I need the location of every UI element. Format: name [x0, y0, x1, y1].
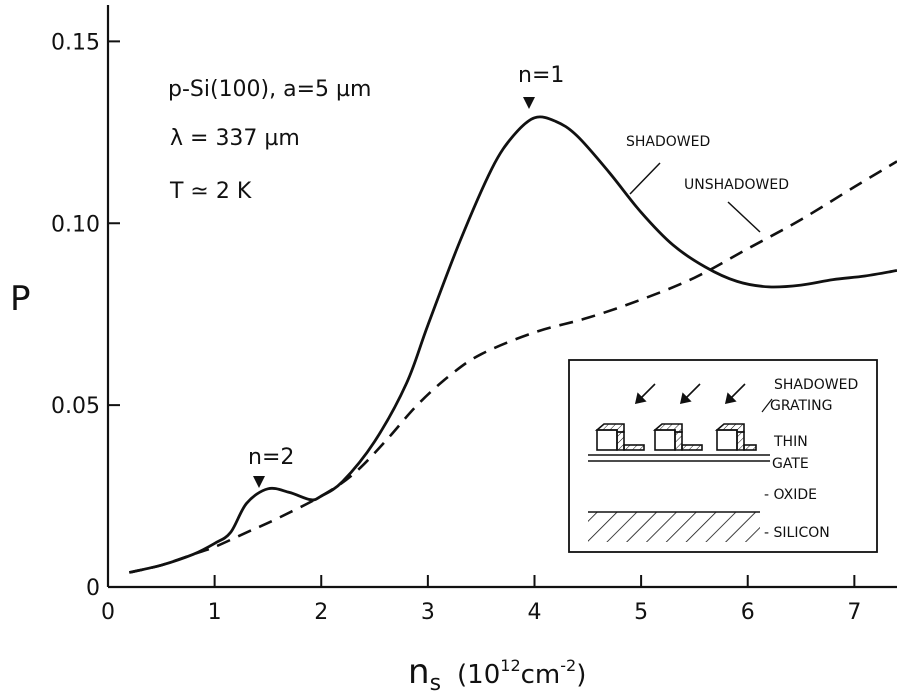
x-tick-label: 4 [527, 600, 541, 625]
series-layer [128, 115, 897, 574]
grating-blocks [594, 423, 757, 451]
y-tick-label: 0.15 [51, 30, 100, 55]
peak-marker-n1 [523, 97, 535, 109]
x-axis-title: ns (1012cm-2) [408, 652, 586, 693]
x-tick-label: 0 [101, 600, 115, 625]
x-title-exp2: -2 [560, 656, 576, 675]
silicon-substrate [588, 512, 760, 542]
x-title-unit-pre: (10 [457, 660, 500, 690]
annotation-sample: p-Si(100), a=5 µm [168, 77, 371, 102]
inset-label-gate: GATE [772, 456, 809, 472]
inset-diagram: SHADOWED GRATING THIN GATE - OXIDE - SIL… [568, 359, 878, 553]
x-title-exp1: 12 [500, 656, 520, 675]
inset-label-grating: GRATING [770, 398, 833, 414]
label-shadowed: SHADOWED [626, 134, 710, 150]
ticks: 0 1 2 3 4 5 6 7 0 0.05 0.10 0.15 [51, 30, 861, 625]
x-title-main: n [408, 652, 430, 692]
x-tick-label: 3 [421, 600, 435, 625]
y-tick-label: 0 [86, 576, 100, 601]
x-tick-label: 7 [847, 600, 861, 625]
inset-label-oxide: - OXIDE [764, 487, 817, 503]
annotation-wavelength: λ = 337 µm [170, 126, 300, 151]
incidence-arrows [634, 383, 746, 405]
peak-marker-n2 [253, 476, 265, 488]
axes [106, 5, 897, 589]
y-tick-label: 0.05 [51, 394, 100, 419]
y-axis-title: P [10, 279, 31, 319]
y-tick-label: 0.10 [51, 212, 100, 237]
inset-label-thin: THIN [773, 434, 808, 450]
peak-label-n1: n=1 [518, 63, 564, 88]
x-title-unit-post: ) [576, 660, 586, 690]
inset-label-silicon: - SILICON [764, 525, 830, 541]
x-tick-label: 5 [634, 600, 648, 625]
x-tick-label: 6 [741, 600, 755, 625]
x-title-unit-mid: cm [521, 660, 561, 690]
series-line-shadowed [128, 115, 897, 574]
x-tick-label: 2 [314, 600, 328, 625]
leader-shadowed [629, 162, 661, 195]
x-title-sub: s [430, 671, 441, 693]
x-tick-label: 1 [208, 600, 222, 625]
peak-label-n2: n=2 [248, 445, 294, 470]
inset-leader [761, 398, 773, 413]
annotation-temperature: T ≃ 2 K [169, 179, 252, 204]
inset-label-shadowed: SHADOWED [774, 377, 858, 393]
leader-unshadowed [727, 201, 761, 233]
label-unshadowed: UNSHADOWED [684, 177, 789, 193]
